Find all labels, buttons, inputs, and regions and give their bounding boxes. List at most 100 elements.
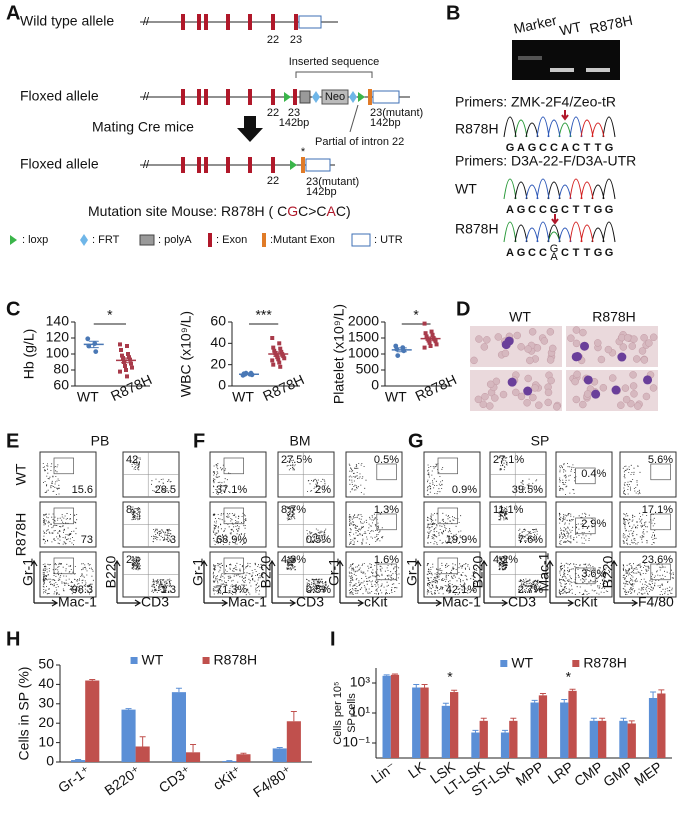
- rbc: [579, 328, 587, 337]
- axis-label: F4/80: [638, 594, 674, 610]
- panel-label: C: [6, 298, 20, 320]
- gate-percent: 4.2%: [493, 554, 518, 566]
- gate: [376, 513, 397, 531]
- gate: [376, 563, 397, 581]
- rbc: [483, 336, 491, 344]
- point: [428, 344, 433, 348]
- gate: [376, 463, 397, 481]
- bar: [479, 720, 488, 758]
- error-bar: [89, 679, 96, 681]
- rbc: [544, 388, 553, 397]
- flow-plot: [619, 501, 677, 548]
- gate: [123, 452, 179, 497]
- error-bar: [442, 702, 449, 706]
- x-tick-label: R878H: [108, 371, 154, 404]
- label: 22: [267, 34, 279, 46]
- flow-events: [42, 463, 60, 495]
- rbc: [594, 339, 602, 347]
- point: [120, 353, 124, 358]
- error-bar: [88, 340, 99, 349]
- bar: [236, 754, 251, 762]
- rbc: [645, 339, 653, 347]
- y-tick-label: 120: [46, 329, 70, 345]
- point: [424, 334, 429, 339]
- point: [270, 336, 275, 340]
- axis-label: Mac-1: [58, 594, 97, 610]
- wbc: [591, 389, 601, 399]
- rbc: [640, 356, 649, 364]
- error-bar: [139, 736, 146, 747]
- x-tick-label: LRP: [545, 758, 576, 787]
- gate: [123, 552, 179, 597]
- flow-events: [212, 512, 247, 545]
- axis-label: Gr-1: [20, 558, 36, 586]
- mutation-part: A: [327, 203, 337, 219]
- base: C: [539, 247, 547, 259]
- bar: [71, 760, 86, 762]
- axis-arrow: [200, 559, 229, 607]
- exon: [181, 14, 185, 30]
- label: 142bp: [370, 117, 401, 129]
- chromatogram: [503, 178, 517, 200]
- x-tick-label: R878H: [260, 371, 306, 404]
- error-bar: [590, 717, 597, 721]
- rbc: [642, 392, 651, 401]
- gate-percent: 1.3: [161, 584, 176, 596]
- gate-percent: 15.6: [72, 484, 93, 496]
- rbc: [486, 402, 494, 410]
- bar: [560, 702, 569, 758]
- rbc: [608, 374, 617, 382]
- label: Partial of intron 22: [315, 136, 404, 148]
- wbc: [583, 375, 593, 385]
- error-bar: [502, 729, 509, 733]
- lane-label: Marker: [512, 12, 558, 37]
- gate: [53, 507, 74, 525]
- rbc: [524, 374, 532, 383]
- utr: [305, 158, 331, 172]
- mutation-part: C>C: [298, 203, 326, 219]
- gate-percent: 5.6%: [648, 454, 673, 466]
- chromatogram: [569, 221, 594, 243]
- bar: [186, 752, 201, 762]
- gate-percent: 3.6%: [581, 568, 606, 580]
- gate-percent: 0.9%: [452, 484, 477, 496]
- flow-plot: [555, 551, 613, 598]
- point: [277, 341, 282, 346]
- flow-plot: [345, 551, 403, 598]
- point: [422, 345, 427, 350]
- error-bar: [480, 717, 487, 721]
- axis-arrow: [113, 559, 142, 607]
- gel: [512, 40, 620, 80]
- x-tick-label: F4/80⁺: [250, 762, 295, 800]
- arrow-marker: [561, 110, 569, 121]
- flow-plot: [619, 451, 677, 498]
- label: 23(mutant): [306, 176, 359, 188]
- gate-percent: 39.5%: [512, 484, 543, 496]
- legend-label: R878H: [583, 655, 627, 671]
- flow-events: [212, 562, 264, 596]
- x-tick-label: cKit⁺: [210, 762, 244, 793]
- error-bar: [75, 758, 82, 761]
- label: 23(mutant): [370, 107, 423, 119]
- rbc: [548, 344, 557, 353]
- gate-percent: 0.5%: [306, 534, 331, 546]
- rbc: [638, 347, 647, 355]
- y-axis-label: Cells per 10⁵: [332, 681, 344, 744]
- legend-label: R878H: [214, 652, 258, 668]
- y-tick-label: 80: [53, 361, 69, 377]
- x-tick-label: WT: [77, 389, 99, 405]
- chromatogram: [503, 221, 561, 243]
- y-tick-label: 10⁻¹: [342, 734, 370, 750]
- base: C: [550, 142, 558, 154]
- base: G: [605, 204, 614, 216]
- point: [85, 336, 91, 342]
- gate: [650, 463, 671, 481]
- point: [124, 368, 128, 372]
- flow-events: [348, 463, 367, 495]
- gate-percent: 0.5%: [306, 584, 331, 596]
- panel-label: I: [330, 628, 336, 650]
- rbc: [512, 388, 520, 397]
- point: [119, 348, 123, 352]
- point: [129, 361, 133, 366]
- label: 23: [288, 107, 300, 119]
